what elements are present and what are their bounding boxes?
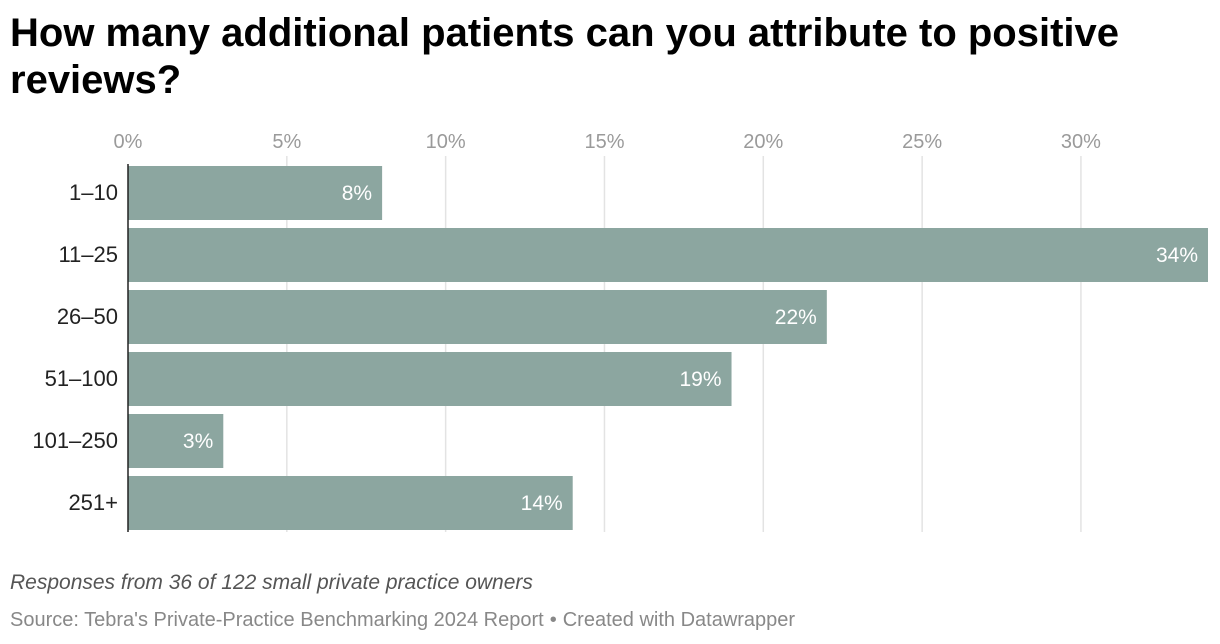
category-label: 51–100 xyxy=(45,366,118,391)
chart-notes: Responses from 36 of 122 small private p… xyxy=(10,571,533,594)
bar xyxy=(128,352,732,406)
bar-chart: 0% 5% 10% 15% 20% 25% 30% 1–10 11–25 26–50 51–100… xyxy=(32,131,1208,532)
bar-value-labels: 8% 34% 22% 19% 3% 14% xyxy=(183,182,1198,515)
x-tick-label: 25% xyxy=(902,131,942,153)
x-axis-ticks: 0% 5% 10% 15% 20% 25% 30% xyxy=(114,131,1102,153)
bar-value-label: 14% xyxy=(521,492,563,515)
x-tick-label: 0% xyxy=(114,131,143,153)
bar-value-label: 3% xyxy=(183,430,213,453)
chart-source: Source: Tebra's Private-Practice Benchma… xyxy=(10,606,1200,634)
bar xyxy=(128,476,573,530)
category-label: 251+ xyxy=(68,490,118,515)
category-label: 26–50 xyxy=(57,304,118,329)
x-tick-label: 5% xyxy=(272,131,301,153)
bar-value-label: 22% xyxy=(775,306,817,329)
x-tick-label: 10% xyxy=(426,131,466,153)
bar-value-label: 19% xyxy=(679,368,721,391)
chart-title: How many additional patients can you att… xyxy=(10,11,1120,102)
credit-text: Created with Datawrapper xyxy=(562,609,796,631)
x-tick-label: 20% xyxy=(743,131,783,153)
source-separator: • xyxy=(549,609,557,631)
y-axis-categories: 1–10 11–25 26–50 51–100 101–250 251+ xyxy=(32,180,118,515)
x-tick-label: 15% xyxy=(584,131,624,153)
bar xyxy=(128,166,383,220)
category-label: 101–250 xyxy=(32,428,118,453)
x-tick-label: 30% xyxy=(1061,131,1101,153)
bar-value-label: 8% xyxy=(342,182,372,205)
category-label: 1–10 xyxy=(69,180,118,205)
bar xyxy=(128,290,827,344)
bar xyxy=(128,414,224,468)
bars xyxy=(128,166,1208,530)
bar-value-label: 34% xyxy=(1156,244,1198,267)
category-label: 11–25 xyxy=(58,242,118,267)
source-text: Source: Tebra's Private-Practice Benchma… xyxy=(10,609,544,631)
bar xyxy=(128,228,1208,282)
